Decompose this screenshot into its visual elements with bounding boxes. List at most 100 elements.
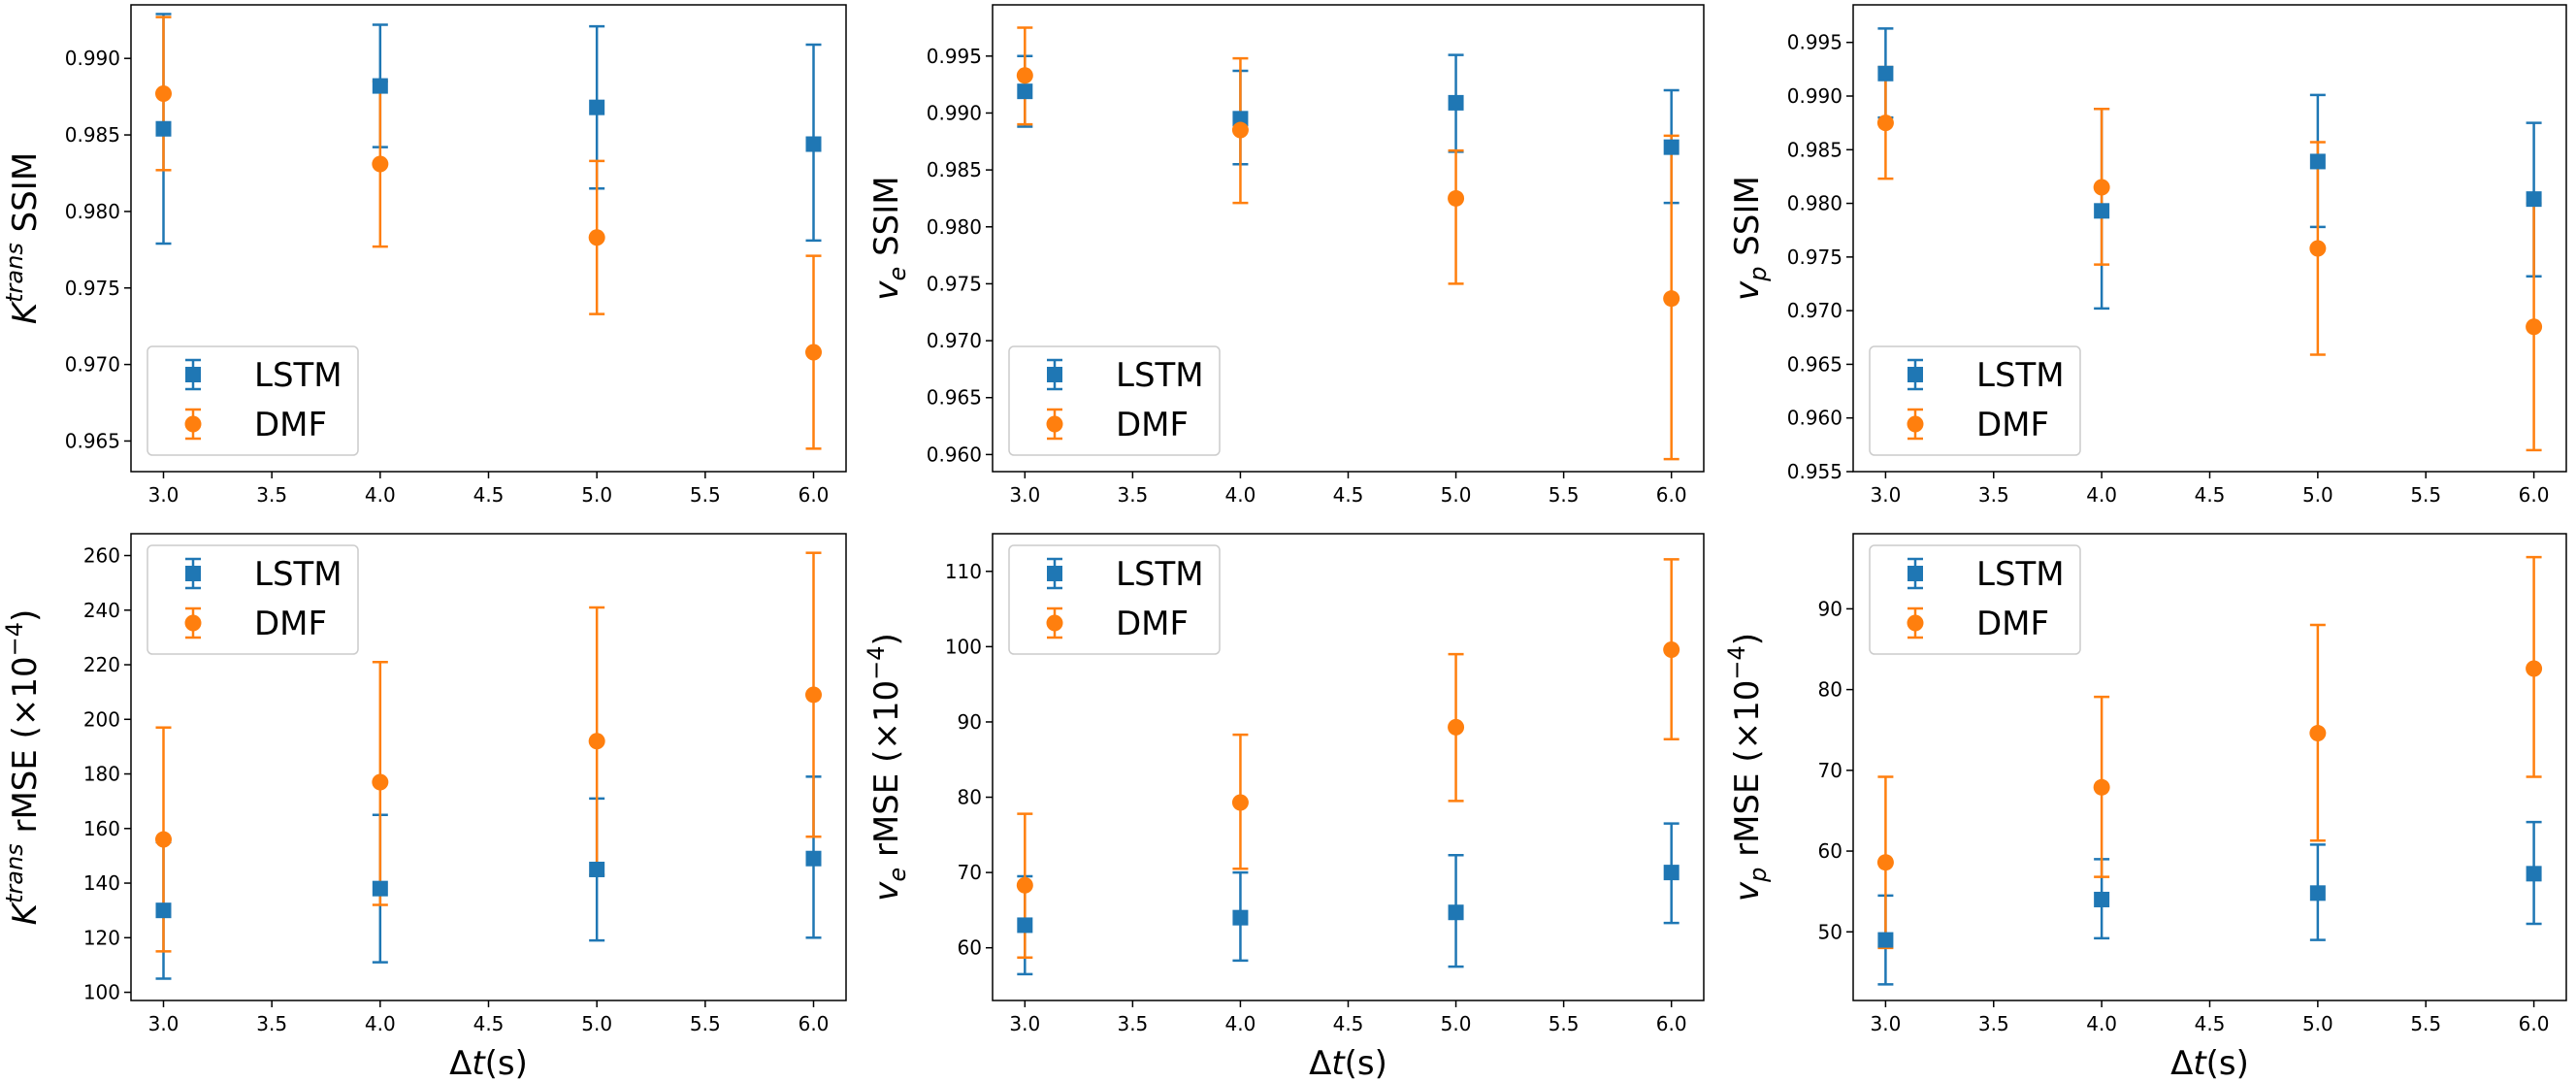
y-tick-label: 0.975	[1787, 246, 1842, 269]
legend-label-dmf: DMF	[1976, 406, 2049, 444]
legend-label-lstm: LSTM	[1976, 555, 2065, 594]
y-tick-label: 0.955	[1787, 460, 1842, 483]
legend-label-dmf: DMF	[254, 406, 327, 444]
dmf-point	[1663, 290, 1680, 308]
lstm-point	[1017, 83, 1033, 100]
legend-circle-marker	[184, 415, 202, 433]
dmf-point	[2309, 725, 2327, 742]
y-axis-label: Ktrans rMSE (×10−4)	[1, 609, 45, 926]
legend-label-dmf: DMF	[1976, 605, 2049, 643]
lstm-point	[1663, 139, 1679, 155]
y-tick-label: 100	[83, 981, 120, 1004]
x-tick-label: 5.0	[2302, 1012, 2333, 1035]
x-axis-label: Δt(s)	[449, 1044, 528, 1082]
x-tick-label: 6.0	[2519, 483, 2550, 507]
lstm-point	[2526, 191, 2542, 208]
y-tick-label: 70	[1818, 759, 1842, 782]
chart-panel-vp-rmse: 3.0 3.5 4.0 4.5 5.0 5.5 6.0 50 60 70 80 90 LSTM DMF vp…	[1723, 533, 2567, 1082]
x-tick-label: 4.5	[2195, 483, 2226, 507]
x-tick-label: 6.0	[2519, 1012, 2550, 1035]
x-tick-label: 6.0	[1656, 1012, 1687, 1035]
legend-label-lstm: LSTM	[1976, 356, 2065, 395]
dmf-point	[1231, 121, 1249, 139]
lstm-point	[805, 136, 822, 152]
legend-label-lstm: LSTM	[254, 555, 342, 594]
y-tick-label: 0.985	[1787, 138, 1842, 161]
legend: LSTM DMF	[1008, 345, 1221, 456]
y-tick-label: 0.965	[65, 429, 120, 452]
legend-square-marker	[185, 367, 201, 382]
x-tick-label: 3.5	[1978, 1012, 2009, 1035]
y-tick-label: 0.970	[927, 329, 982, 352]
dmf-point	[2309, 240, 2327, 257]
y-tick-label: 60	[958, 936, 982, 960]
dmf-point	[372, 155, 389, 173]
y-tick-label: 140	[83, 871, 120, 895]
y-tick-label: 0.970	[1787, 299, 1842, 322]
y-tick-label: 160	[83, 817, 120, 840]
y-tick-label: 0.990	[927, 101, 982, 124]
x-tick-label: 5.0	[1441, 483, 1472, 507]
legend-square-marker	[1047, 367, 1062, 382]
x-tick-label: 3.0	[1009, 483, 1040, 507]
lstm-point	[155, 120, 172, 137]
y-tick-label: 0.995	[927, 45, 982, 68]
legend-circle-marker	[1907, 415, 1924, 433]
dmf-point	[1016, 67, 1033, 84]
dmf-point	[2093, 179, 2110, 196]
legend: LSTM DMF	[1869, 345, 2081, 456]
legend-label-lstm: LSTM	[1116, 356, 1204, 395]
lstm-point	[1448, 904, 1464, 921]
y-tick-label: 0.980	[65, 200, 120, 223]
x-tick-label: 5.5	[2410, 483, 2441, 507]
x-tick-label: 4.0	[2086, 1012, 2117, 1035]
y-tick-label: 260	[83, 544, 120, 568]
y-tick-label: 80	[1818, 678, 1842, 702]
dmf-point	[1448, 189, 1465, 207]
legend-circle-marker	[1907, 614, 1924, 632]
x-tick-label: 3.0	[148, 483, 179, 507]
dmf-point	[372, 773, 389, 791]
x-tick-label: 5.5	[690, 1012, 721, 1035]
x-tick-label: 3.0	[1871, 483, 1902, 507]
y-tick-label: 100	[945, 635, 982, 658]
y-tick-label: 180	[83, 763, 120, 786]
x-tick-label: 3.5	[1978, 483, 2009, 507]
y-tick-label: 120	[83, 926, 120, 949]
y-tick-label: 50	[1818, 920, 1842, 943]
legend-square-marker	[1908, 566, 1923, 581]
legend: LSTM DMF	[147, 345, 359, 456]
lstm-point	[372, 78, 388, 94]
plot-frame	[992, 533, 1705, 1001]
x-axis-label: Δt(s)	[2170, 1044, 2249, 1082]
lstm-point	[2094, 203, 2110, 219]
y-tick-label: 220	[83, 653, 120, 676]
plot-frame	[130, 4, 847, 473]
x-tick-label: 6.0	[799, 483, 830, 507]
plot-frame	[992, 4, 1705, 473]
y-tick-label: 0.965	[927, 386, 982, 410]
dmf-point	[1876, 115, 1894, 132]
legend-circle-marker	[1046, 614, 1063, 632]
y-tick-label: 0.990	[65, 47, 120, 70]
y-tick-label: 90	[1818, 597, 1842, 620]
lstm-point	[2309, 153, 2326, 170]
x-tick-label: 3.5	[1117, 1012, 1148, 1035]
x-tick-label: 6.0	[799, 1012, 830, 1035]
x-axis-label: Δt(s)	[1309, 1044, 1387, 1082]
lstm-point	[589, 99, 605, 115]
y-tick-label: 0.990	[1787, 84, 1842, 108]
dmf-point	[588, 229, 605, 246]
x-tick-label: 6.0	[1656, 483, 1687, 507]
lstm-point	[589, 861, 605, 877]
y-tick-label: 0.965	[1787, 352, 1842, 376]
lstm-point	[1877, 65, 1894, 82]
x-tick-label: 5.5	[690, 483, 721, 507]
y-tick-label: 0.985	[927, 158, 982, 181]
y-tick-label: 80	[958, 786, 982, 809]
x-tick-label: 4.5	[2195, 1012, 2226, 1035]
lstm-point	[805, 850, 822, 867]
x-tick-label: 3.0	[148, 1012, 179, 1035]
legend-label-dmf: DMF	[254, 605, 327, 643]
